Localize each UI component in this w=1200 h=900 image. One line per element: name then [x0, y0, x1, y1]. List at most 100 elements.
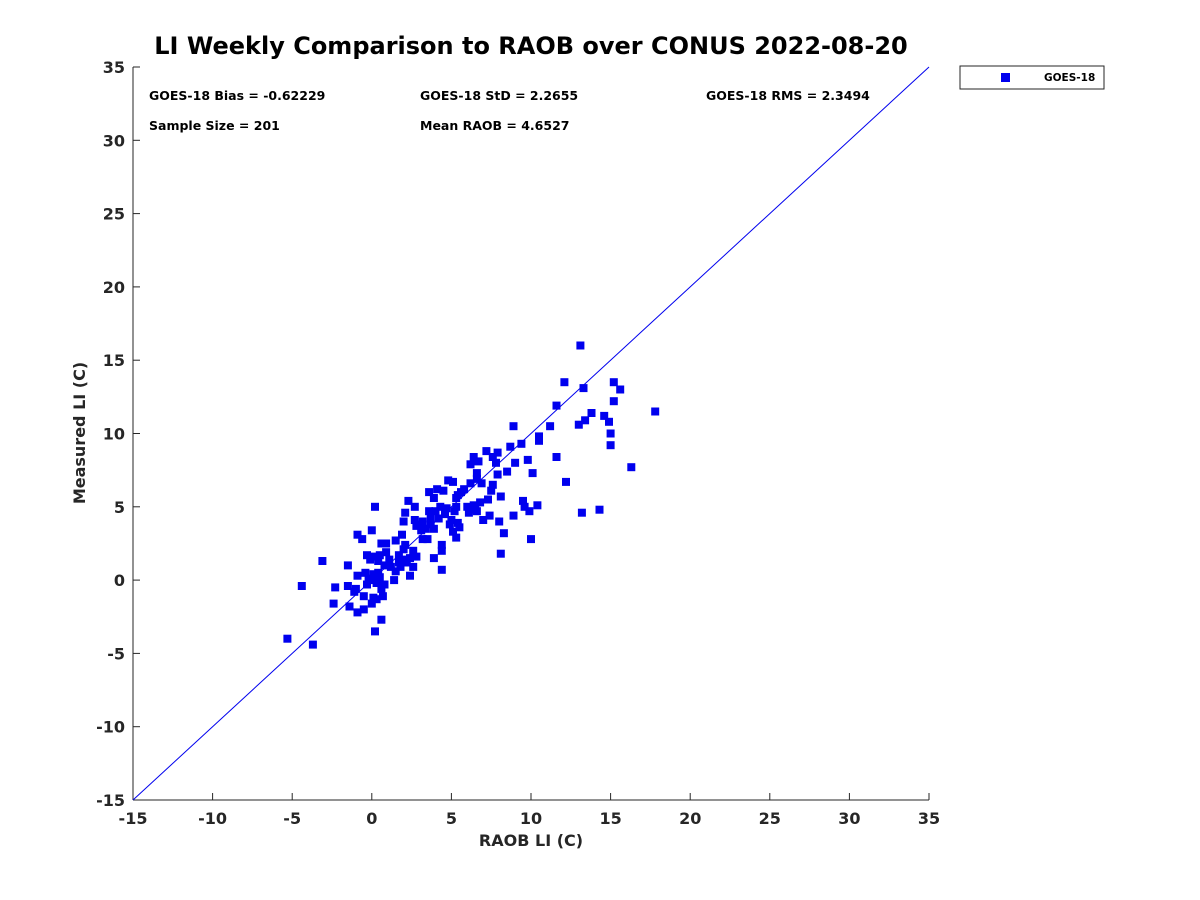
data-point	[447, 516, 456, 524]
data-point	[359, 592, 368, 601]
data-point	[343, 582, 352, 590]
data-point	[331, 583, 340, 592]
data-point	[469, 501, 478, 510]
stat-bias: GOES-18 Bias = -0.62229	[149, 88, 325, 103]
data-point	[425, 507, 434, 516]
data-point	[479, 516, 488, 524]
data-point	[535, 432, 543, 441]
data-point	[495, 517, 504, 526]
data-point	[581, 416, 590, 425]
data-point	[386, 562, 395, 571]
data-point	[283, 634, 292, 643]
data-point	[576, 341, 585, 350]
data-point	[476, 498, 485, 507]
data-point	[509, 511, 518, 520]
data-point	[361, 568, 370, 577]
data-point	[450, 507, 459, 516]
scatter-points	[283, 341, 660, 649]
data-point	[595, 505, 604, 514]
data-point	[562, 477, 570, 486]
y-tick-label: 15	[103, 351, 125, 370]
y-axis-title: Measured LI (C)	[70, 362, 89, 504]
x-tick-label: 5	[446, 809, 457, 828]
data-point	[406, 554, 414, 563]
y-tick-label: 35	[103, 58, 125, 77]
data-point	[466, 460, 475, 469]
data-point	[418, 535, 427, 544]
data-point	[493, 470, 502, 479]
data-point	[426, 520, 435, 529]
data-point	[460, 485, 469, 494]
x-tick-label: 25	[759, 809, 781, 828]
data-point	[442, 504, 451, 513]
data-point	[482, 447, 491, 456]
data-point	[474, 457, 483, 466]
data-point	[606, 441, 615, 450]
data-point	[372, 579, 381, 587]
data-point	[396, 562, 405, 571]
y-tick-label: 0	[114, 571, 125, 590]
x-tick-label: -15	[119, 809, 148, 828]
data-point	[359, 605, 368, 614]
data-point	[509, 422, 518, 431]
data-point	[429, 524, 438, 533]
data-point	[606, 429, 615, 438]
stat-rms: GOES-18 RMS = 2.3494	[706, 88, 870, 103]
data-point	[449, 527, 457, 536]
data-point	[552, 401, 561, 410]
stat-std: GOES-18 StD = 2.2655	[420, 88, 578, 103]
data-point	[412, 552, 421, 561]
data-point	[472, 474, 481, 483]
data-point	[297, 582, 306, 590]
stats-annotations: GOES-18 Bias = -0.62229 GOES-18 StD = 2.…	[149, 88, 870, 133]
y-tick-label: 25	[103, 205, 125, 224]
data-point	[466, 479, 475, 488]
data-point	[528, 469, 537, 478]
data-point	[485, 511, 494, 520]
data-point	[391, 536, 400, 545]
y-tick-label: -5	[107, 644, 125, 663]
data-point	[517, 439, 526, 448]
data-point	[496, 492, 505, 501]
data-point	[444, 476, 453, 485]
data-point	[525, 507, 534, 516]
data-point	[436, 502, 445, 511]
data-point	[437, 565, 446, 574]
data-point	[371, 627, 379, 636]
data-point	[605, 417, 613, 426]
data-point	[429, 494, 438, 502]
data-point	[488, 480, 497, 489]
data-point	[394, 558, 403, 567]
data-point	[398, 530, 406, 539]
data-point	[377, 584, 386, 593]
data-point	[404, 496, 413, 505]
data-point	[406, 571, 414, 580]
data-point	[417, 526, 426, 535]
x-tick-label: 30	[838, 809, 860, 828]
data-point	[453, 518, 462, 527]
data-point	[374, 568, 383, 577]
legend[interactable]: GOES-18	[959, 65, 1105, 90]
data-point	[366, 555, 375, 564]
data-point	[391, 567, 400, 576]
data-point	[651, 407, 660, 416]
data-point	[492, 458, 500, 467]
data-point	[520, 502, 529, 511]
y-tick-label: 20	[103, 278, 125, 297]
data-point	[609, 378, 618, 387]
data-point	[431, 507, 440, 516]
data-point	[371, 552, 379, 561]
y-tick-label: 30	[103, 131, 125, 150]
data-point	[418, 517, 427, 526]
x-tick-label: -5	[283, 809, 301, 828]
data-point	[343, 561, 352, 570]
data-point	[399, 517, 408, 526]
x-tick-label: -10	[198, 809, 227, 828]
data-point	[401, 540, 410, 549]
data-point	[587, 409, 596, 417]
data-point	[369, 570, 378, 579]
data-point	[627, 463, 636, 472]
data-point	[364, 574, 373, 583]
data-point	[367, 599, 376, 608]
